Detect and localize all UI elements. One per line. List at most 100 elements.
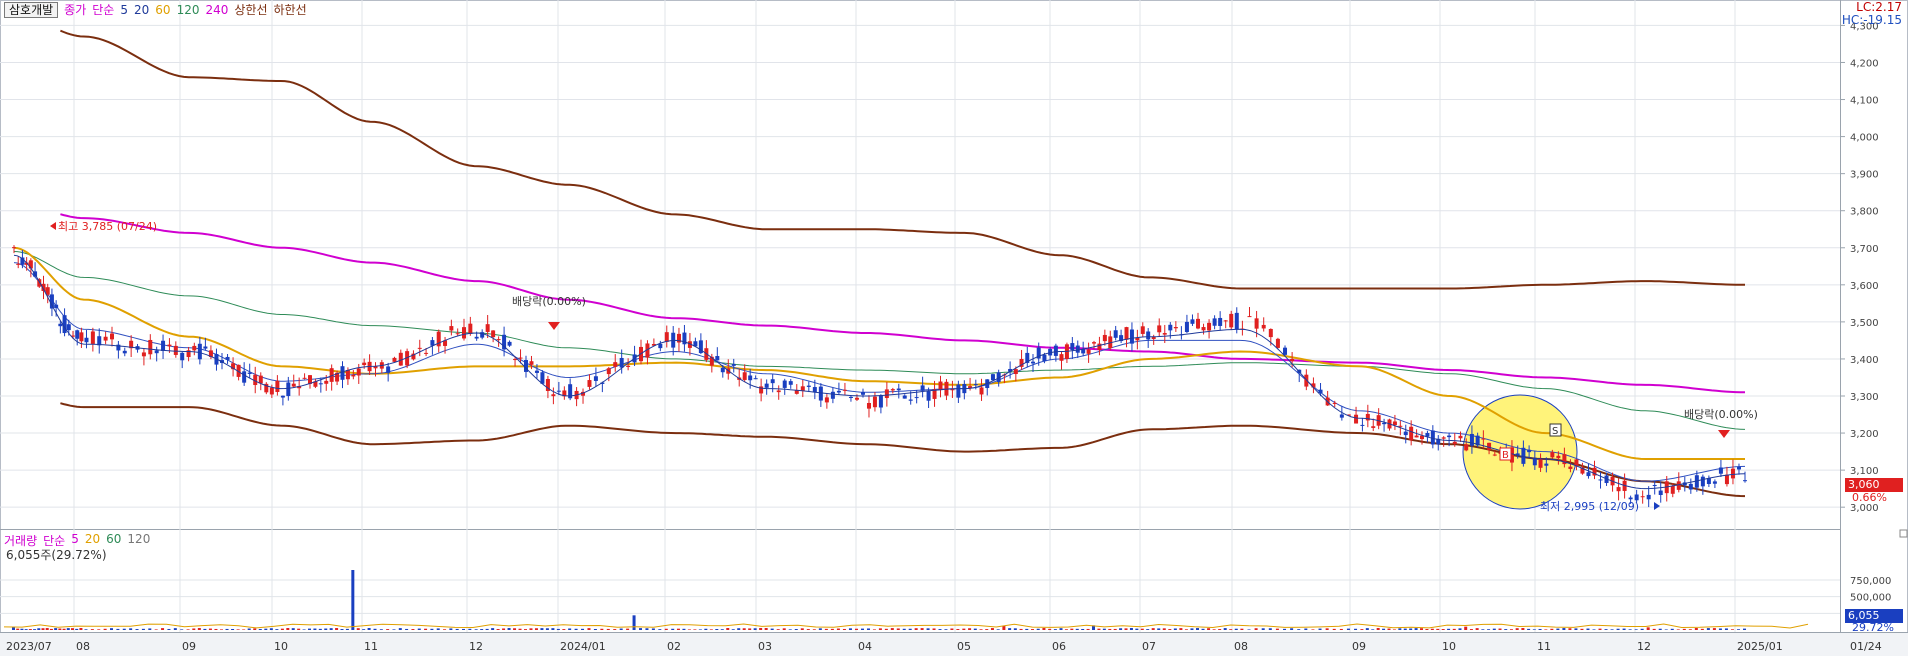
candle-body xyxy=(231,363,236,370)
volume-bar xyxy=(1196,628,1199,630)
volume-bar xyxy=(639,628,643,630)
volume-bar xyxy=(351,570,355,630)
volume-bar xyxy=(258,628,262,630)
volume-bar xyxy=(676,628,680,630)
volume-bar xyxy=(1042,628,1046,630)
volume-bar xyxy=(764,628,768,630)
candle-body xyxy=(770,379,775,384)
volume-bar xyxy=(513,628,517,630)
candle-body xyxy=(474,336,479,339)
ma60-line xyxy=(13,246,1745,460)
candle-body xyxy=(1339,414,1344,418)
volume-bar xyxy=(1622,628,1626,630)
candle-body xyxy=(1097,343,1102,350)
date-tick-label: 2025/01 xyxy=(1737,640,1783,653)
candle-body xyxy=(776,390,781,393)
candle-body xyxy=(715,356,720,361)
candle-body xyxy=(307,375,312,384)
volume-bar xyxy=(1392,629,1396,630)
volume-bar xyxy=(1332,628,1336,630)
stock-name[interactable]: 삼호개발 xyxy=(4,2,59,18)
candle-body xyxy=(28,260,33,269)
candle-body xyxy=(866,403,871,409)
candle-body xyxy=(1706,478,1711,485)
volume-bar xyxy=(682,628,686,630)
candle-body xyxy=(1487,442,1492,450)
candle-body xyxy=(908,399,913,401)
price-tick-label: 3,900 xyxy=(1850,170,1879,181)
candle-body xyxy=(405,351,410,366)
candle-body xyxy=(173,345,178,355)
candle-body xyxy=(836,390,841,393)
vol-ma60-label: 60 xyxy=(106,532,122,546)
candle-body xyxy=(1452,441,1457,444)
volume-panel[interactable] xyxy=(0,529,1840,633)
volume-bar xyxy=(1053,629,1057,630)
volume-bar xyxy=(1019,628,1023,630)
volume-bar xyxy=(275,629,279,630)
volume-bar xyxy=(1371,629,1375,630)
candle-body xyxy=(291,383,296,387)
volume-bar xyxy=(1592,629,1596,630)
price-tick-label: 3,200 xyxy=(1850,429,1879,440)
price-tick-label: 4,000 xyxy=(1850,133,1879,144)
buy-marker xyxy=(1499,447,1512,461)
candle-body xyxy=(84,337,89,343)
volume-bar xyxy=(1179,628,1183,630)
volume-bar xyxy=(356,628,360,630)
volume-bar xyxy=(20,628,24,630)
candle-body xyxy=(1562,454,1567,465)
volume-bar xyxy=(1682,628,1686,630)
candle-body xyxy=(1218,317,1223,326)
candle-body xyxy=(1283,347,1288,355)
volume-bar xyxy=(49,628,53,630)
candle-body xyxy=(275,380,280,392)
candle-body xyxy=(613,362,618,367)
candle-body xyxy=(932,389,937,399)
volume-bar xyxy=(1212,629,1216,630)
volume-bar xyxy=(1527,628,1531,630)
candle-body xyxy=(103,336,108,341)
candle-body xyxy=(1700,476,1705,487)
candle-body xyxy=(41,283,46,291)
candle-body xyxy=(398,352,403,366)
volume-bar xyxy=(1218,629,1222,630)
candle-body xyxy=(587,380,592,387)
volume-bar xyxy=(318,628,322,630)
candle-body xyxy=(830,391,835,399)
price-tick-label: 4,200 xyxy=(1850,58,1879,69)
volume-bar xyxy=(1598,628,1602,630)
volume-bar xyxy=(1409,628,1413,630)
volume-bar xyxy=(1376,628,1380,630)
candle-body xyxy=(872,396,877,408)
high-price-label: 최고 3,785 (07/24) xyxy=(58,220,157,233)
price-tick-label: 3,600 xyxy=(1850,281,1879,292)
volume-bar xyxy=(956,629,960,630)
candle-body xyxy=(1592,467,1597,476)
candle-body xyxy=(208,350,213,357)
volume-bar xyxy=(379,629,383,630)
lc-hc-readout: LC:2.17 HC:-19.15 xyxy=(1842,1,1902,27)
current-volume-ratio: 29.72% xyxy=(1852,621,1894,634)
candle-body xyxy=(392,357,397,362)
candle-body xyxy=(1162,333,1167,335)
candle-body xyxy=(1086,349,1091,354)
volume-bar xyxy=(884,628,888,630)
volume-bar xyxy=(1008,628,1012,630)
volume-bar xyxy=(687,629,691,630)
date-tick-label: 03 xyxy=(758,640,772,653)
buy-marker-label: B xyxy=(1502,450,1509,461)
candle-body xyxy=(824,397,829,403)
volume-bar xyxy=(122,628,126,630)
volume-bar xyxy=(878,628,882,630)
volume-bar xyxy=(335,628,339,630)
sell-marker xyxy=(1549,423,1562,437)
candle-body xyxy=(979,387,984,395)
candle-body xyxy=(1184,321,1189,333)
date-tick-label: 06 xyxy=(1052,640,1066,653)
volume-bar xyxy=(1184,629,1188,630)
ma240-line xyxy=(60,213,1746,394)
volume-bar xyxy=(720,629,724,630)
volume-bar xyxy=(502,628,506,630)
candle-body xyxy=(1464,444,1469,451)
